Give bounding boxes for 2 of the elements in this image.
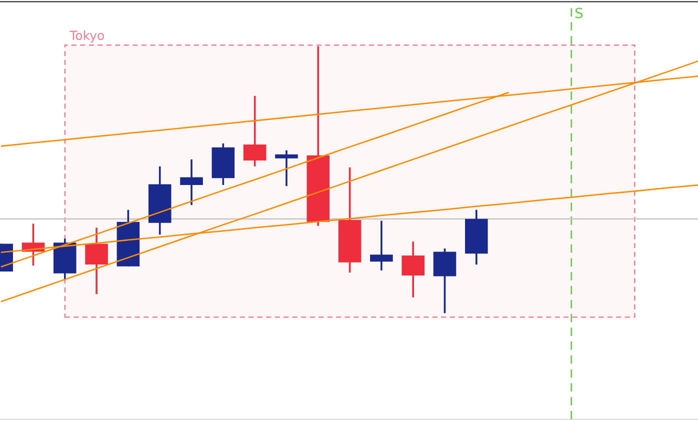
text: S (575, 8, 583, 18)
text: Tokyo (70, 30, 104, 43)
